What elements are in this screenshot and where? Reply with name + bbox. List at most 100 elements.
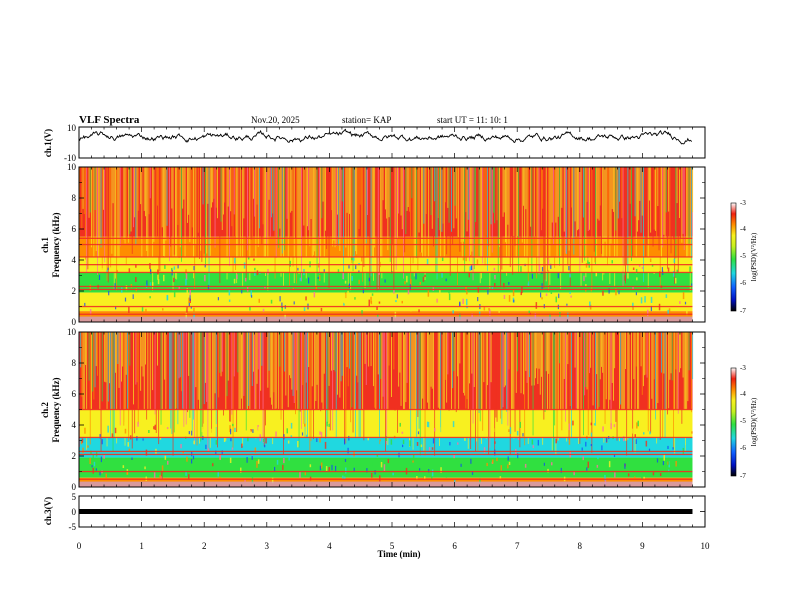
- spectrogram-speckle: [494, 283, 496, 288]
- spectrogram-speckle: [358, 279, 360, 285]
- spectrogram-streak: [219, 332, 221, 373]
- spectrogram-speckle: [185, 278, 187, 286]
- spectrogram-speckle: [357, 277, 359, 281]
- spectrogram-speckle: [528, 310, 530, 314]
- spectrogram-streak: [351, 332, 353, 408]
- spectrogram-streak: [242, 167, 244, 288]
- spectrogram-speckle: [131, 457, 133, 460]
- spectrogram-streak: [350, 332, 352, 423]
- spectrogram-speckle: [84, 427, 86, 434]
- spectrogram-speckle: [466, 291, 468, 295]
- spectrogram-streak: [521, 167, 523, 243]
- spectrogram-speckle: [424, 274, 426, 277]
- spectrogram-speckle: [556, 303, 558, 306]
- spectrogram-streak: [671, 167, 673, 221]
- spectrogram-streak: [81, 332, 83, 397]
- spectrogram-streak: [119, 332, 121, 426]
- spectrogram-speckle: [371, 293, 374, 296]
- spectrogram-speckle: [344, 280, 347, 284]
- spectrogram-streak: [365, 167, 367, 244]
- spectrogram-streak: [560, 167, 562, 289]
- spectrogram-speckle: [366, 293, 368, 297]
- spectrogram-streak: [479, 167, 481, 284]
- spectrogram-speckle: [297, 267, 299, 271]
- spectrogram-streak: [550, 167, 552, 238]
- ch1-ylabel-line1: ch.1: [40, 237, 50, 253]
- spectrogram-speckle: [608, 288, 610, 294]
- spectrogram-speckle: [432, 438, 435, 444]
- spectrogram-speckle: [100, 456, 102, 463]
- spectrogram-streak: [549, 167, 551, 285]
- spectrogram-streak: [387, 167, 389, 251]
- spectrogram-streak: [442, 167, 444, 224]
- spectrogram-streak: [491, 167, 493, 253]
- spectrogram-streak: [578, 332, 580, 444]
- spectrogram-streak: [524, 167, 526, 266]
- spectrogram-streak: [272, 167, 274, 214]
- spectrogram-speckle: [632, 267, 635, 270]
- spectrogram-streak: [177, 332, 179, 425]
- spectrogram-speckle: [189, 295, 191, 301]
- spectrogram-streak: [663, 167, 665, 235]
- spectrogram-streak: [349, 167, 350, 214]
- spectrogram-streak: [95, 167, 97, 252]
- spectrogram-speckle: [95, 468, 97, 471]
- spectrogram-streak: [127, 167, 128, 203]
- spectrogram-streak: [291, 167, 293, 211]
- spectrogram-streak: [652, 167, 654, 247]
- spectrogram-streak: [196, 167, 198, 257]
- spectrogram-streak: [361, 167, 362, 262]
- spectrogram-streak: [503, 167, 505, 213]
- spectrogram-speckle: [434, 428, 436, 432]
- spectrogram-streak: [471, 332, 473, 374]
- spectrogram-speckle: [384, 279, 386, 283]
- spectrogram-streak: [431, 167, 433, 229]
- spectrogram-streak: [230, 167, 232, 212]
- spectrogram-streak: [635, 332, 637, 367]
- spectrogram-streak: [181, 332, 182, 392]
- spectrogram-streak: [451, 332, 452, 419]
- spectrogram-streak: [569, 332, 571, 406]
- spectrogram-streak: [574, 332, 576, 368]
- spectrogram-speckle: [422, 276, 425, 282]
- spectrogram-speckle: [634, 434, 636, 438]
- spectrogram-streak: [149, 167, 151, 199]
- spectrogram-line: [79, 478, 693, 480]
- spectrogram-streak: [172, 332, 174, 456]
- spectrogram-streak: [250, 167, 252, 240]
- spectrogram-streak: [419, 167, 421, 253]
- spectrogram-streak: [341, 332, 343, 376]
- spectrogram-speckle: [640, 297, 643, 304]
- spectrogram-streak: [513, 332, 515, 439]
- spectrogram-speckle: [587, 257, 589, 265]
- spectrogram-speckle: [375, 298, 377, 303]
- spectrogram-speckle: [105, 267, 107, 270]
- spectrogram-streak: [364, 167, 366, 289]
- spectrogram-speckle: [650, 296, 653, 303]
- spectrogram-streak: [412, 167, 414, 264]
- spectrogram-streak: [299, 167, 301, 265]
- spectrogram-streak: [361, 332, 362, 373]
- spectrogram-speckle: [651, 264, 654, 267]
- spectrogram-speckle: [672, 271, 675, 277]
- spectrogram-streak: [410, 167, 412, 290]
- spectrogram-streak: [256, 167, 258, 205]
- spectrogram-streak: [375, 167, 377, 218]
- spectrogram-streak: [610, 332, 612, 425]
- spectrogram-speckle: [431, 469, 434, 477]
- spectrogram-streak: [453, 332, 455, 372]
- spectrogram-streak: [483, 167, 485, 257]
- spectrogram-streak: [143, 332, 145, 430]
- spectrogram-streak: [190, 332, 192, 391]
- spectrogram-streak: [519, 167, 521, 204]
- spectrogram-streak: [254, 167, 256, 217]
- spectrogram-speckle: [537, 439, 539, 446]
- spectrogram-streak: [327, 167, 329, 231]
- spectrogram-streak: [427, 167, 428, 225]
- spectrogram-streak: [573, 167, 575, 255]
- spectrogram-streak: [243, 167, 245, 219]
- spectrogram-streak: [247, 332, 248, 416]
- spectrogram-streak: [83, 332, 85, 423]
- spectrogram-speckle: [173, 291, 176, 298]
- spectrogram-streak: [167, 332, 169, 368]
